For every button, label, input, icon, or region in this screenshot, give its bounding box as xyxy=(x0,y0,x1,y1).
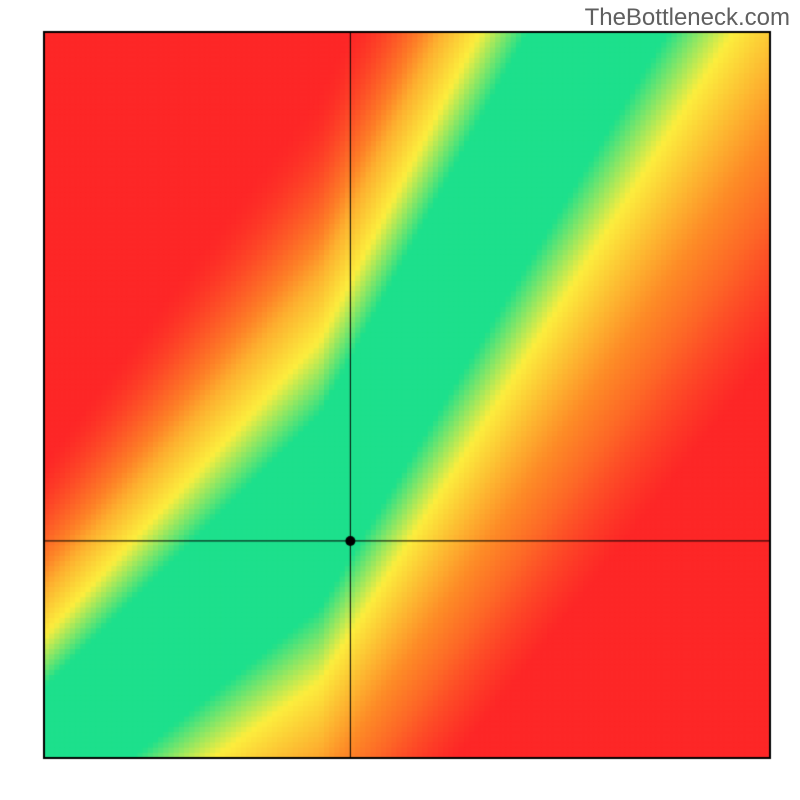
chart-container: TheBottleneck.com xyxy=(0,0,800,800)
watermark-text: TheBottleneck.com xyxy=(585,4,790,32)
bottleneck-heatmap xyxy=(0,0,800,800)
